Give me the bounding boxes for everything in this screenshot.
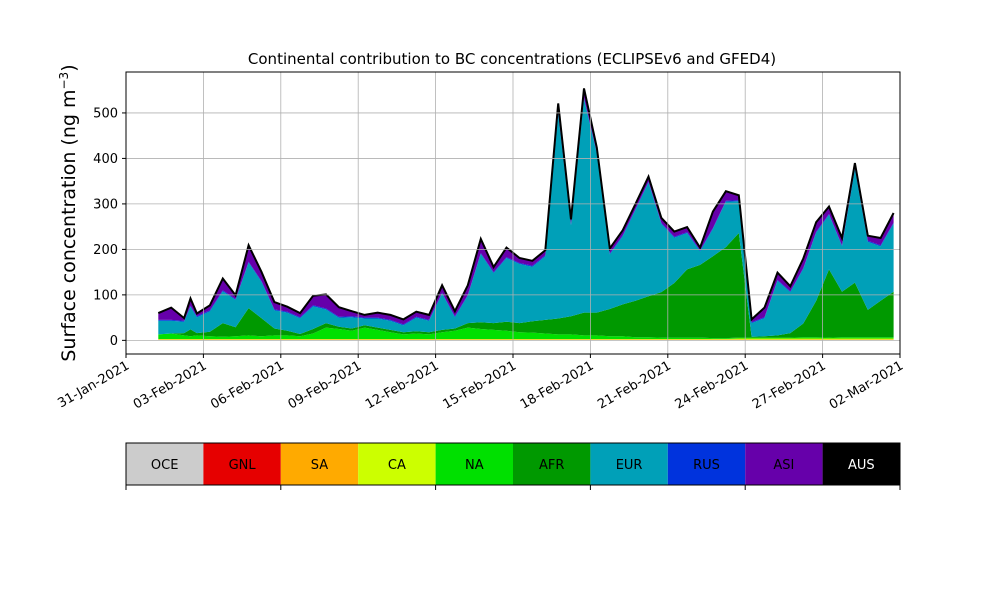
area-series-ca <box>158 338 894 340</box>
legend-swatch-eur <box>590 443 668 485</box>
area-series-na <box>158 327 894 339</box>
plot-frame <box>125 71 901 355</box>
y-axis-label-main: Surface concentration (ng m <box>58 90 80 362</box>
chart-title: Continental contribution to BC concentra… <box>248 50 776 68</box>
y-tick-label: 300 <box>93 197 118 212</box>
legend-label-asi: ASI <box>773 458 794 473</box>
y-axis-label-close: ) <box>58 64 80 71</box>
legend-label-afr: AFR <box>539 458 564 473</box>
legend-swatch-na <box>435 443 513 485</box>
legend-frame <box>125 442 901 486</box>
area-series-sa <box>158 339 894 340</box>
legend-swatch-aus <box>822 443 900 485</box>
y-axis-label-sup: −3 <box>57 72 71 90</box>
legend-swatch-rus <box>667 443 746 485</box>
y-tick-label: 100 <box>93 288 118 303</box>
legend-label-gnl: GNL <box>229 458 257 473</box>
legend-swatch-afr <box>513 443 591 485</box>
legend-label-ca: CA <box>388 458 406 473</box>
y-tick-label: 200 <box>93 243 118 258</box>
legend-label-eur: EUR <box>616 458 643 473</box>
legend-label-sa: SA <box>311 458 328 473</box>
stacked-areas <box>157 88 895 341</box>
legend-swatch-sa <box>280 443 359 485</box>
legend-swatch-oce <box>126 443 204 485</box>
total-outline <box>157 88 895 322</box>
legend-label-oce: OCE <box>151 458 179 473</box>
area-series-afr <box>158 233 894 339</box>
legend: OCE GNL SA CA NA AFR EUR RUS ASI AUS <box>125 442 901 490</box>
area-series-eur <box>158 98 894 337</box>
y-tick-label: 0 <box>110 334 118 349</box>
legend-swatch-asi <box>745 443 823 485</box>
y-axis-label: Surface concentration (ng m−3) <box>57 64 80 361</box>
y-axis-ticks: 0 100 200 300 400 500 <box>93 106 126 349</box>
legend-label-rus: RUS <box>693 458 720 473</box>
legend-swatch-gnl <box>203 443 281 485</box>
y-tick-label: 500 <box>93 106 118 121</box>
legend-swatch-ca <box>358 443 436 485</box>
grid <box>125 72 901 354</box>
y-tick-label: 400 <box>93 152 118 167</box>
legend-label-na: NA <box>465 458 484 473</box>
legend-label-aus: AUS <box>848 458 875 473</box>
